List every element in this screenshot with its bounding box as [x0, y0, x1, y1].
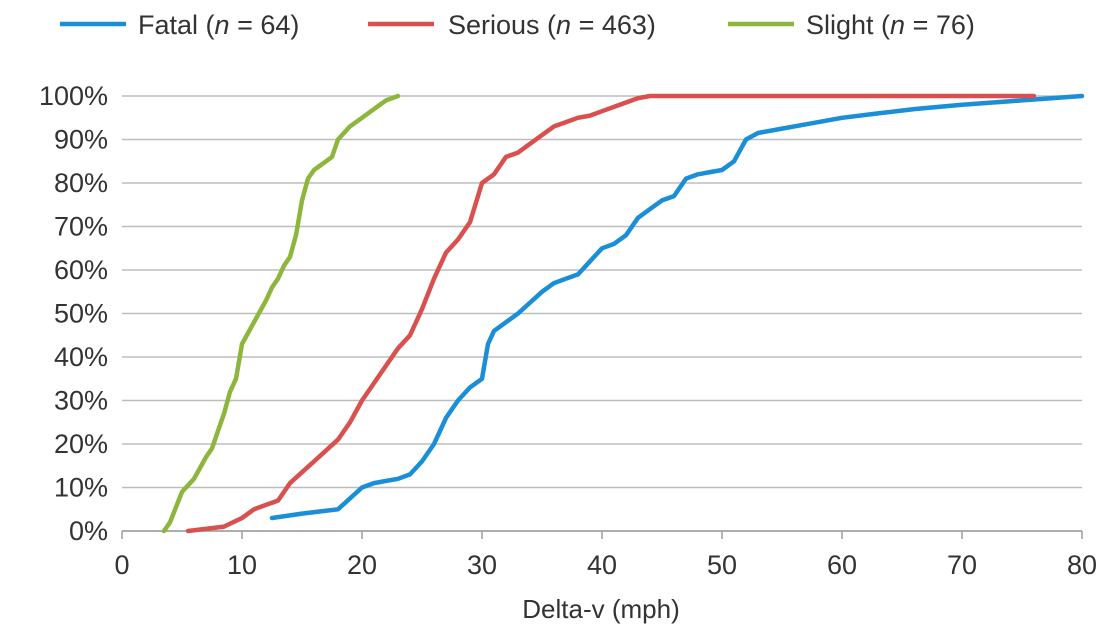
x-tick-label: 50 — [707, 550, 737, 580]
series-line-serious — [185, 93, 1037, 534]
y-tick-label: 40% — [54, 342, 108, 372]
series-line-fatal — [269, 93, 1085, 521]
x-axis-title: Delta-v (mph) — [522, 594, 679, 624]
y-tick-label: 100% — [39, 81, 108, 111]
x-tick-label: 70 — [947, 550, 977, 580]
legend: Fatal (n = 64) Serious (n = 463) Slight (n… — [60, 10, 975, 40]
legend-label: Slight (n = 76) — [806, 10, 975, 40]
y-tick-label: 80% — [54, 168, 108, 198]
y-tick-label: 50% — [54, 299, 108, 329]
legend-item-serious: Serious (n = 463) — [368, 10, 656, 40]
series-lines — [161, 93, 1085, 534]
legend-label: Serious (n = 463) — [448, 10, 656, 40]
x-tick-label: 10 — [227, 550, 257, 580]
x-tick-label: 20 — [347, 550, 377, 580]
x-tick-label: 0 — [114, 550, 129, 580]
x-tick-label: 80 — [1067, 550, 1097, 580]
gridlines — [122, 95, 1082, 532]
y-tick-label: 0% — [69, 516, 108, 546]
series-line-slight — [161, 93, 401, 534]
y-tick-label: 70% — [54, 212, 108, 242]
legend-item-slight: Slight (n = 76) — [728, 10, 975, 40]
x-tick-label: 30 — [467, 550, 497, 580]
y-tick-label: 30% — [54, 386, 108, 416]
y-tick-label: 60% — [54, 255, 108, 285]
y-tick-label: 90% — [54, 125, 108, 155]
y-tick-label: 20% — [54, 429, 108, 459]
axes: 0% 10% 20% 30% 40% 50% 60% 70% 80% 90% 100% 0 10 20 30… — [39, 81, 1097, 580]
legend-item-fatal: Fatal (n = 64) — [60, 10, 299, 40]
x-tick-label: 40 — [587, 550, 617, 580]
x-tick-label: 60 — [827, 550, 857, 580]
legend-label: Fatal (n = 64) — [138, 10, 299, 40]
y-tick-label: 10% — [54, 473, 108, 503]
